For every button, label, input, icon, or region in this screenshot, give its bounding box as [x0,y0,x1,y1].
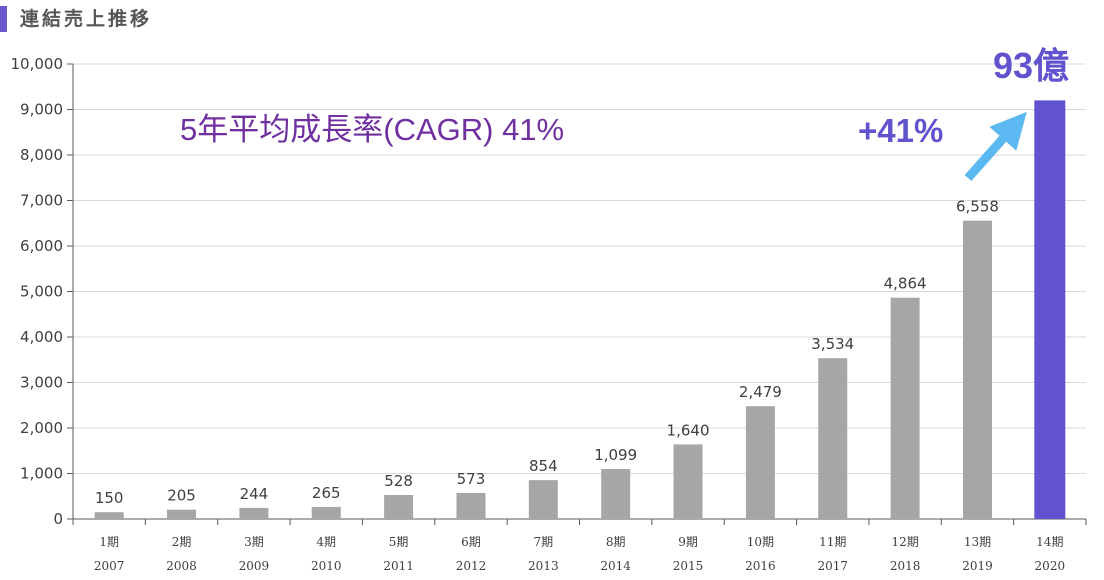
data-label: 1,640 [667,421,710,439]
x-category-label: 12期 [891,535,918,549]
x-year-label: 2013 [528,559,559,573]
data-label: 4,864 [884,275,927,293]
y-tick-label: 6,000 [20,237,63,255]
y-tick-label: 3,000 [20,374,63,392]
data-label: 244 [240,485,269,503]
data-label: 3,534 [811,335,854,353]
x-category-label: 11期 [819,535,846,549]
x-category-label: 2期 [172,535,192,549]
x-category-label: 9期 [678,535,698,549]
x-category-label: 13期 [964,535,991,549]
bar [528,480,558,519]
data-label: 2,479 [739,383,782,401]
bar [167,509,197,519]
gridlines [67,63,1087,525]
x-year-label: 2017 [817,559,848,573]
growth-arrow-icon [964,111,1027,181]
bar [384,494,414,519]
y-tick-label: 8,000 [20,146,63,164]
data-label: 150 [95,489,124,507]
y-tick-label: 2,000 [20,419,63,437]
x-year-label: 2008 [166,559,197,573]
y-axis-ticks: 0 1,000 2,000 3,000 4,000 5,000 6,000 7,000 8,00… [11,55,64,528]
x-category-label: 8期 [606,535,626,549]
bar [94,512,124,519]
cagr-annotation: 5年平均成長率(CAGR) 41% [180,112,564,147]
bar-highlight [1034,100,1066,520]
x-category-label: 1期 [99,535,119,549]
bars [94,100,1066,520]
x-category-label: 3期 [244,535,264,549]
data-label: 528 [384,472,413,490]
x-year-label: 2016 [745,559,776,573]
page-title: 連結売上推移 [20,8,153,30]
x-category-label: 10期 [747,535,774,549]
x-year-label: 2010 [311,559,342,573]
bar [311,506,341,519]
y-tick-label: 0 [53,510,63,528]
data-label: 573 [457,470,486,488]
bar [890,297,920,519]
x-year-label: 2012 [456,559,487,573]
x-year-label: 2011 [383,559,414,573]
growth-annotation: +41% [858,112,943,149]
x-category-label: 6期 [461,535,481,549]
x-category-label: 14期 [1036,535,1063,549]
x-axis-ticks: 1期 2007 2期 2008 3期 2009 4期 2010 5期 2011 6期 2012 7期 20… [94,535,1065,573]
y-tick-label: 10,000 [11,55,64,73]
x-category-label: 5期 [389,535,409,549]
x-year-label: 2015 [673,559,704,573]
x-category-label: 7期 [534,535,554,549]
data-labels: 150 205 244 265 528 573 854 1,099 1,640 2,479 3,53… [95,198,999,508]
data-label: 265 [312,484,341,502]
x-year-label: 2019 [962,559,993,573]
bar [818,358,848,519]
x-year-label: 2014 [600,559,631,573]
x-year-label: 2009 [239,559,270,573]
highlight-value-label: 93億 [993,45,1069,86]
data-label: 854 [529,457,558,475]
y-tick-label: 4,000 [20,328,63,346]
bar [673,444,703,519]
bar [239,507,269,519]
data-label: 1,099 [594,446,637,464]
y-tick-label: 5,000 [20,283,63,301]
data-label: 205 [167,487,196,505]
y-tick-label: 1,000 [20,465,63,483]
title-accent-bar [0,6,7,32]
y-tick-label: 9,000 [20,101,63,119]
x-category-label: 4期 [316,535,336,549]
x-year-label: 2020 [1035,559,1066,573]
bar [456,492,486,519]
bar [601,468,631,519]
y-tick-label: 7,000 [20,192,63,210]
x-year-label: 2018 [890,559,921,573]
data-label: 6,558 [956,198,999,216]
bar [745,406,775,519]
x-year-label: 2007 [94,559,125,573]
bar [962,220,992,519]
